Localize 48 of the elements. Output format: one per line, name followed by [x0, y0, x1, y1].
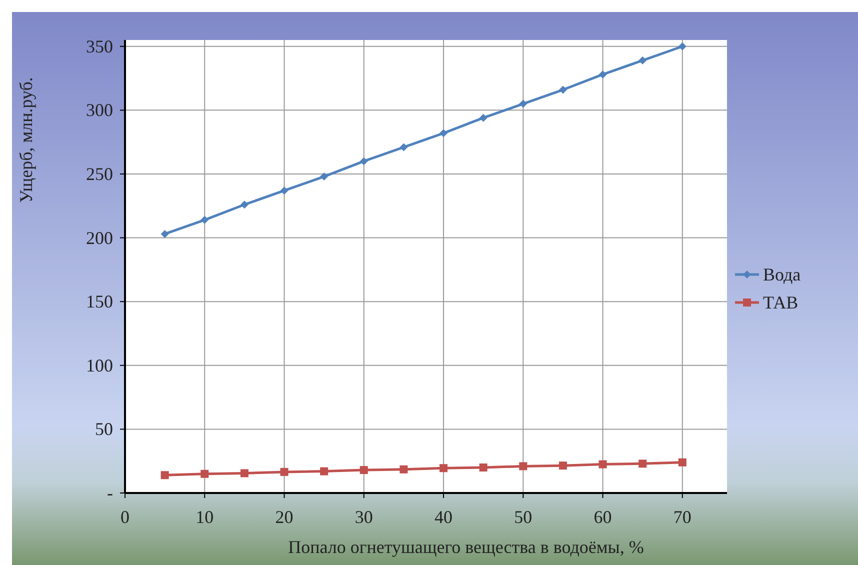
point	[240, 469, 248, 478]
y-tick-label: -	[107, 483, 113, 503]
legend-label: ТАВ	[763, 292, 798, 312]
y-tick-label: 200	[86, 228, 113, 248]
point	[400, 465, 408, 474]
point	[160, 230, 169, 238]
point	[479, 114, 488, 122]
x-tick-label: 70	[673, 507, 692, 527]
point	[479, 463, 488, 472]
point	[678, 458, 686, 466]
point	[280, 186, 288, 195]
x-tick-label: 40	[434, 507, 453, 527]
x-axis-title: Попало огнетушащего вещества в водоёмы, %	[288, 537, 644, 557]
point	[440, 129, 448, 138]
y-tick-label: 250	[86, 164, 113, 184]
point	[638, 56, 647, 64]
point	[519, 100, 528, 108]
y-tick-label: 300	[86, 100, 113, 120]
x-tick-label: 30	[354, 507, 373, 527]
y-tick-label: 50	[95, 419, 113, 440]
point	[160, 471, 169, 480]
y-tick-label: 350	[86, 36, 113, 56]
x-tick-label: 20	[275, 507, 294, 527]
point	[360, 466, 368, 474]
x-tick-label: 60	[594, 507, 612, 527]
x-tick-label: 10	[196, 507, 214, 527]
point	[360, 157, 368, 166]
point	[400, 143, 408, 152]
point	[200, 216, 209, 224]
point	[598, 70, 607, 78]
point	[320, 172, 328, 181]
point	[240, 200, 248, 209]
point	[200, 470, 209, 478]
y-tick-label: 100	[86, 355, 113, 376]
legend-label: Вода	[763, 264, 801, 284]
point	[320, 467, 328, 476]
point	[598, 460, 607, 468]
point	[558, 86, 567, 94]
point	[638, 460, 647, 468]
x-tick-label: 0	[120, 507, 130, 527]
y-tick-label: 150	[86, 292, 113, 312]
point	[519, 462, 528, 470]
y-axis-title: Ущерб, млн.руб.	[16, 77, 36, 203]
point	[280, 468, 288, 476]
point	[558, 462, 567, 470]
point	[678, 42, 686, 50]
point	[440, 464, 448, 472]
x-tick-label: 50	[514, 507, 532, 527]
